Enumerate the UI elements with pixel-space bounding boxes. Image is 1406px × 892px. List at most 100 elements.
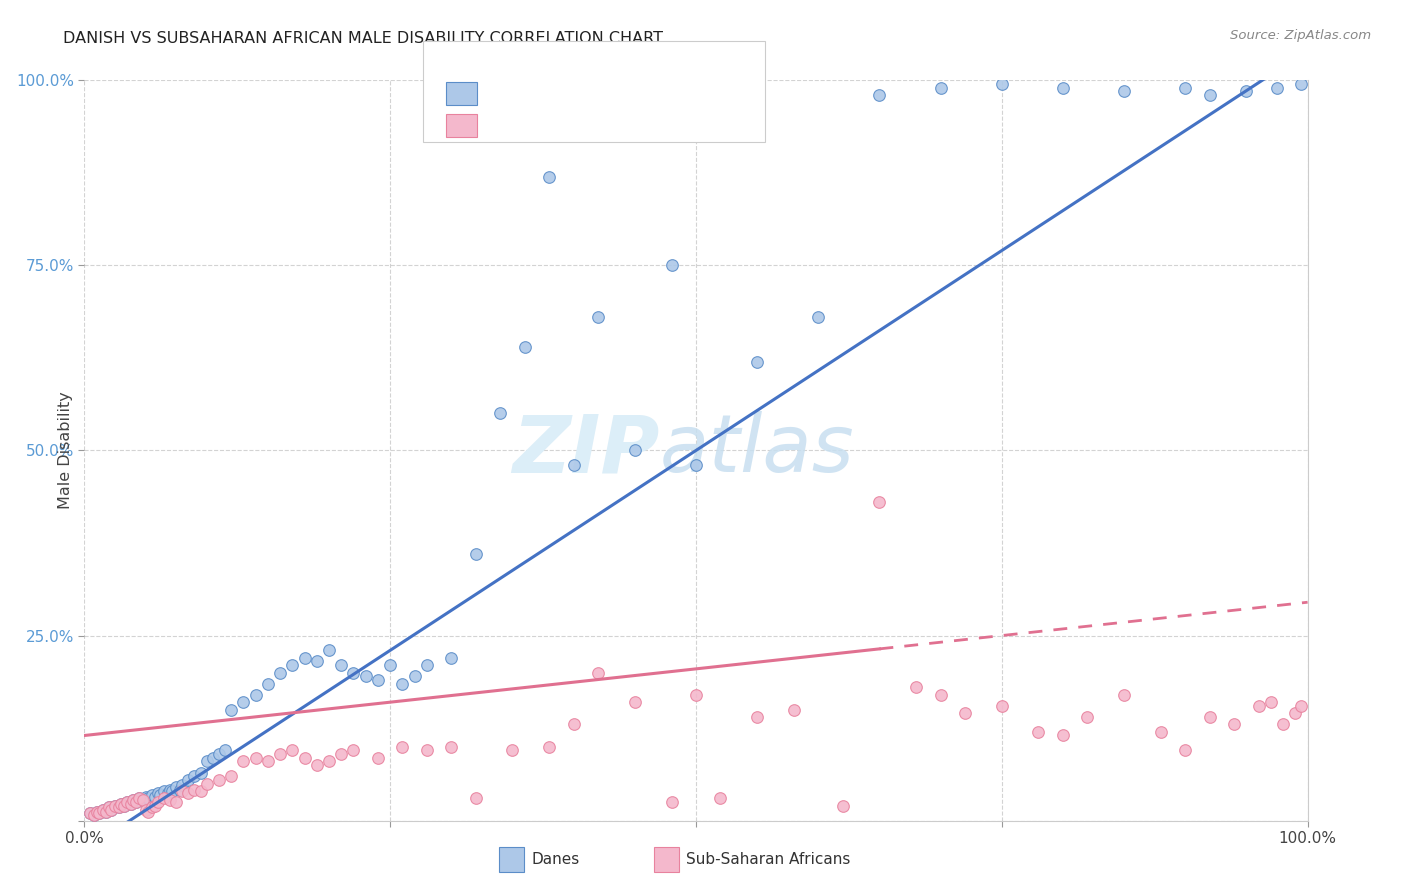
Point <box>464 791 486 805</box>
Point <box>219 703 242 717</box>
Point <box>330 658 353 673</box>
Point <box>685 458 707 473</box>
Point <box>125 795 148 809</box>
Point <box>208 747 231 761</box>
Point <box>177 772 200 787</box>
Point <box>149 788 172 802</box>
Point <box>685 688 707 702</box>
Point <box>783 703 806 717</box>
Point <box>991 77 1014 91</box>
Point <box>135 803 157 817</box>
Point <box>1174 80 1197 95</box>
Point <box>208 772 231 787</box>
Point <box>122 793 145 807</box>
Text: 0.404: 0.404 <box>533 109 585 127</box>
Point <box>112 798 135 813</box>
Point <box>110 797 132 812</box>
Point <box>1198 88 1220 103</box>
Point <box>294 650 316 665</box>
Point <box>165 795 187 809</box>
Point <box>162 784 184 798</box>
Point <box>107 800 129 814</box>
Point <box>132 793 155 807</box>
Point <box>624 443 647 458</box>
Point <box>107 800 129 814</box>
Point <box>128 791 150 805</box>
Point <box>195 776 218 791</box>
Point <box>190 784 212 798</box>
Point <box>79 806 101 821</box>
Point <box>122 793 145 807</box>
Point <box>1272 717 1295 731</box>
Point <box>367 750 389 764</box>
Point <box>1223 717 1246 731</box>
Point <box>195 755 218 769</box>
Point <box>177 785 200 799</box>
Text: N =: N = <box>586 110 630 125</box>
Point <box>562 717 585 731</box>
Point <box>156 785 179 799</box>
Point <box>464 547 486 561</box>
Point <box>159 793 181 807</box>
Point <box>245 750 267 764</box>
Point <box>100 803 122 817</box>
Point <box>318 755 340 769</box>
Point <box>153 784 176 798</box>
Point <box>342 743 364 757</box>
Point <box>136 791 159 805</box>
Point <box>79 806 101 821</box>
Point <box>141 788 163 802</box>
Point <box>1076 710 1098 724</box>
Point <box>905 681 928 695</box>
Text: Source: ZipAtlas.com: Source: ZipAtlas.com <box>1230 29 1371 42</box>
Point <box>624 695 647 709</box>
Point <box>132 793 155 807</box>
Point <box>929 80 952 95</box>
Point <box>1291 77 1313 91</box>
Point <box>87 806 110 821</box>
Point <box>1265 80 1288 95</box>
Point <box>440 739 463 754</box>
Point <box>1028 724 1050 739</box>
Point <box>305 758 328 772</box>
Point <box>929 688 952 702</box>
Point <box>1247 698 1270 713</box>
Point <box>709 791 731 805</box>
Point <box>354 669 377 683</box>
Point <box>1198 710 1220 724</box>
Point <box>165 780 187 795</box>
Point <box>318 643 340 657</box>
Point <box>1291 698 1313 713</box>
Point <box>87 806 110 821</box>
Point <box>538 169 561 184</box>
Text: 0.716: 0.716 <box>533 62 585 79</box>
Point <box>201 750 224 764</box>
Point <box>661 795 683 809</box>
Point <box>747 354 769 368</box>
Point <box>1260 695 1282 709</box>
Point <box>143 789 166 804</box>
Text: R =: R = <box>491 110 524 125</box>
Text: 77: 77 <box>628 109 652 127</box>
Text: 77: 77 <box>628 62 652 79</box>
Point <box>146 785 169 799</box>
Point <box>1114 688 1136 702</box>
Point <box>807 310 830 325</box>
Point <box>1052 80 1074 95</box>
Point <box>489 407 512 421</box>
Point <box>869 495 891 509</box>
Point <box>305 655 328 669</box>
Point <box>367 673 389 687</box>
Point <box>1236 84 1258 98</box>
Text: ZIP: ZIP <box>512 411 659 490</box>
Text: Danes: Danes <box>531 853 579 867</box>
Point <box>281 743 304 757</box>
Text: R =: R = <box>491 63 524 78</box>
Point <box>869 88 891 103</box>
Point <box>586 665 609 680</box>
Point <box>380 658 402 673</box>
Point <box>120 797 142 812</box>
Point <box>97 800 120 814</box>
Point <box>146 795 169 809</box>
Point <box>110 797 132 812</box>
